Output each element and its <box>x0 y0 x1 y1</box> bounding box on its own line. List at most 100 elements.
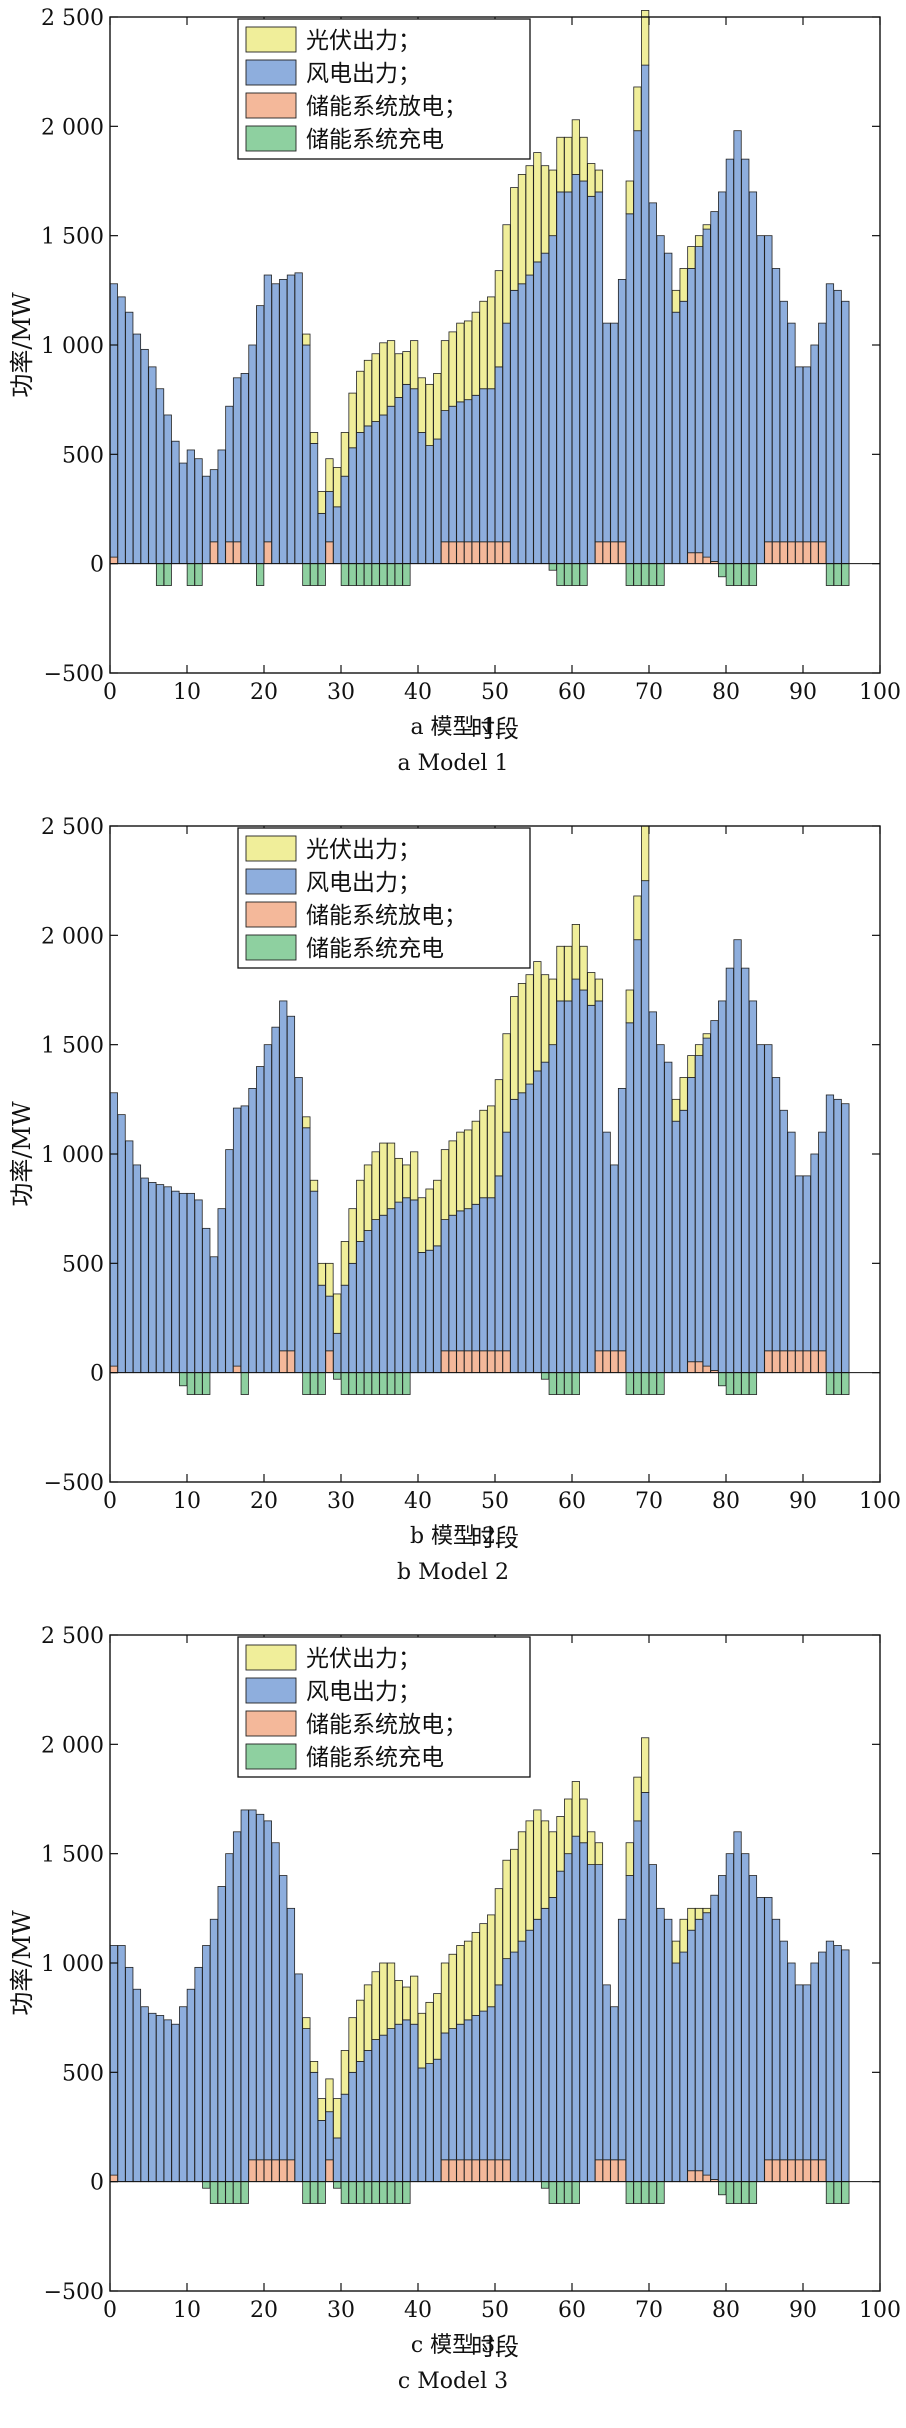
bar-pv <box>564 136 573 193</box>
bar-wind <box>679 1951 688 2183</box>
bar-pv <box>433 373 442 440</box>
bar-discharge <box>494 541 503 565</box>
legend-swatch <box>245 934 297 961</box>
bar-wind <box>633 939 642 1374</box>
bar-discharge <box>456 1350 465 1374</box>
bar-wind <box>810 1153 819 1352</box>
bar-discharge <box>771 1350 781 1374</box>
bar-pv <box>556 1816 565 1872</box>
bar-pv <box>487 1105 496 1199</box>
bar-discharge <box>602 541 611 565</box>
caption-en: c Model 3 <box>398 2369 508 2394</box>
bar-wind <box>148 366 157 565</box>
bar-wind <box>225 1149 234 1374</box>
x-tick-label: 0 <box>103 1489 117 1514</box>
bar-pv <box>587 163 596 197</box>
bar-wind <box>471 1203 480 1352</box>
bar-wind <box>417 432 426 565</box>
bar-pv <box>479 1923 488 2012</box>
bar-wind <box>764 1044 773 1352</box>
bar-pv <box>379 1962 388 2036</box>
legend-label: 风电出力； <box>306 61 421 87</box>
bar-charge <box>825 563 835 586</box>
bar-wind <box>687 1929 696 2172</box>
bar-discharge <box>694 2170 704 2183</box>
bar-wind <box>163 414 172 565</box>
legend-label: 储能系统充电 <box>306 936 444 962</box>
bar-pv <box>356 370 365 433</box>
bar-wind <box>386 405 396 565</box>
bar-charge <box>556 1372 565 1395</box>
bar-charge <box>379 563 388 586</box>
y-tick-label: 2 500 <box>41 1624 104 1649</box>
y-tick-label: −500 <box>44 2280 104 2305</box>
x-tick-label: 60 <box>558 2298 586 2323</box>
bar-wind <box>471 394 480 543</box>
bar-discharge <box>479 541 488 565</box>
bar-wind <box>410 388 419 565</box>
bar-wind <box>363 425 373 565</box>
bar-discharge <box>810 1350 819 1374</box>
bar-wind <box>132 1164 142 1374</box>
bar-pv <box>694 235 704 248</box>
bar-wind <box>202 1227 211 1374</box>
bar-charge <box>641 2181 650 2204</box>
bar-pv <box>340 1241 349 1286</box>
bar-wind <box>733 130 742 565</box>
x-tick-label: 30 <box>327 1489 355 1514</box>
bar-wind <box>594 1864 604 2161</box>
bar-wind <box>394 2023 403 2183</box>
bar-discharge <box>687 2170 696 2183</box>
bars-group <box>109 10 850 586</box>
bar-wind <box>733 1831 742 2183</box>
bar-wind <box>841 1949 850 2183</box>
bar-discharge <box>463 2159 473 2183</box>
bar-wind <box>479 2010 488 2161</box>
bar-discharge <box>225 541 234 565</box>
bar-wind <box>525 1929 534 2183</box>
bar-pv <box>594 169 604 193</box>
bar-wind <box>248 1809 257 2161</box>
bar-wind <box>179 1192 188 1374</box>
bar-wind <box>556 191 565 565</box>
bar-wind <box>718 1875 727 2183</box>
bar-pv <box>494 1888 503 1986</box>
bar-wind <box>587 1004 596 1374</box>
bar-wind <box>186 1988 195 2183</box>
bar-charge <box>232 2181 242 2204</box>
bar-pv <box>525 165 534 276</box>
bar-charge <box>718 2181 727 2196</box>
bar-wind <box>625 213 634 565</box>
y-tick-label: 1 500 <box>41 225 104 250</box>
bar-charge <box>356 1372 365 1395</box>
bar-wind <box>718 1000 727 1374</box>
bar-wind <box>533 261 542 565</box>
bar-charge <box>648 2181 657 2204</box>
bar-charge <box>309 563 319 586</box>
bar-charge <box>348 2181 357 2204</box>
bar-pv <box>456 1945 465 2025</box>
bar-wind <box>564 191 573 565</box>
bar-pv <box>371 353 380 422</box>
bar-pv <box>363 1164 373 1231</box>
bar-wind <box>587 195 596 565</box>
bar-charge <box>718 1372 727 1387</box>
bar-discharge <box>818 2159 827 2183</box>
bar-pv <box>671 1940 681 1964</box>
bar-wind <box>209 1256 219 1374</box>
bar-wind <box>271 1026 280 1374</box>
bar-wind <box>217 1208 226 1374</box>
bar-pv <box>487 1914 496 2008</box>
x-tick-label: 80 <box>712 1489 740 1514</box>
bar-wind <box>525 1083 534 1374</box>
bar-pv <box>317 2098 326 2121</box>
bar-discharge <box>594 1350 604 1374</box>
bar-wind <box>602 1131 611 1352</box>
bar-wind <box>340 1284 349 1374</box>
bar-pv <box>410 340 419 390</box>
bar-charge <box>656 2181 665 2204</box>
bar-wind <box>433 438 442 565</box>
bar-charge <box>402 2181 411 2204</box>
bar-wind <box>202 1945 211 2183</box>
